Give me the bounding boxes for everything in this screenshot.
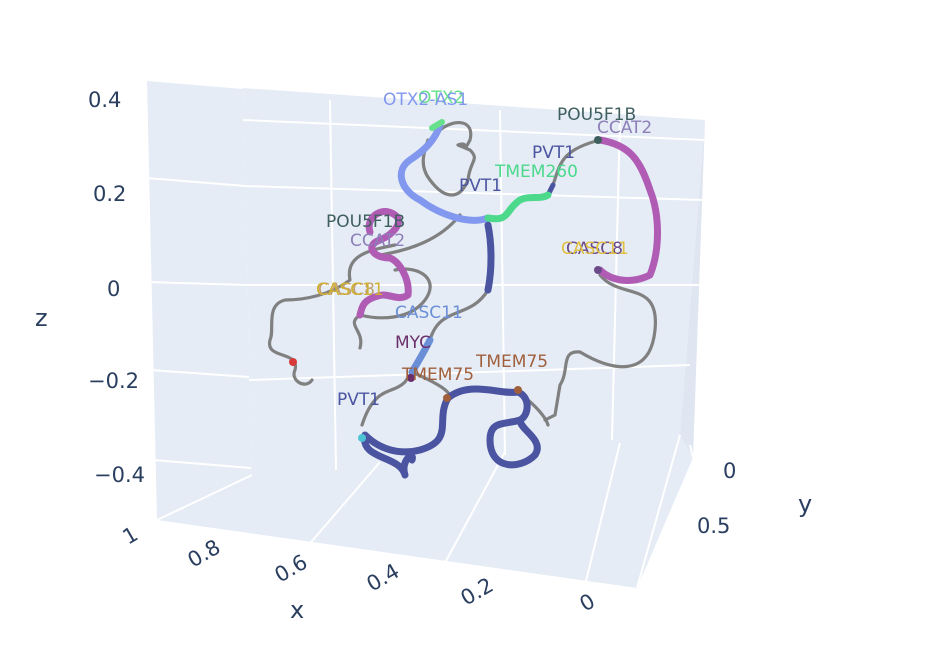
gene-label: CCAT2	[597, 118, 652, 138]
trace-segment	[268, 243, 397, 386]
trace-segment	[438, 121, 476, 182]
gene-label: POU5F1B	[326, 212, 405, 232]
grid-line	[156, 474, 253, 521]
back-wall-yz-plane	[147, 80, 252, 520]
trace-segment	[596, 136, 661, 284]
grid-line	[584, 442, 621, 586]
gene-marker	[594, 136, 602, 144]
grid-line	[499, 109, 506, 456]
gene-label: PVT1	[337, 390, 380, 410]
gene-label: CASC11	[395, 303, 463, 323]
z-tick-label: 0	[107, 277, 120, 301]
trace-segment	[378, 213, 462, 257]
grid-line	[689, 444, 694, 459]
trace-segment	[408, 336, 434, 376]
trace-segment	[352, 267, 432, 350]
trace-segment	[543, 273, 657, 422]
z-axis-title: z	[35, 304, 48, 332]
grid-line	[242, 119, 706, 141]
trace-segment	[484, 221, 495, 294]
trace-segment	[397, 121, 492, 224]
trace-segment	[484, 191, 552, 223]
z-tick-label: −0.4	[94, 463, 145, 487]
trace-segment	[360, 370, 414, 427]
trace-segment	[356, 208, 412, 319]
x-tick-label: 0.6	[271, 550, 312, 587]
gene-label: CASC8	[318, 280, 375, 300]
gene-label: OTX2	[418, 88, 464, 108]
grid-line	[299, 461, 381, 556]
x-tick-label: 0.8	[184, 535, 225, 572]
gene-marker	[443, 394, 451, 402]
gene-marker	[514, 386, 522, 394]
y-tick-label: 0	[723, 459, 736, 483]
gene-label: CASC11	[316, 280, 384, 300]
gene-label: CASC8	[566, 239, 623, 259]
gene-labels: OTX2OTX2-AS1POU5F1BCCAT2PVT1TMEM260PVT1C…	[316, 88, 652, 410]
z-tick-label: −0.2	[88, 369, 139, 393]
x-tick-label: 0.4	[363, 559, 404, 596]
gene-label: MYC	[395, 333, 431, 353]
trace-segment	[361, 394, 452, 479]
trace-segment	[429, 119, 445, 131]
grid-line	[152, 459, 252, 469]
trace-segment	[428, 288, 490, 342]
z-tick-label: 0.2	[93, 182, 126, 206]
gene-label: CASC11	[561, 239, 629, 259]
x-tick-label: 0.2	[457, 573, 498, 610]
gene-label: PVT1	[459, 176, 502, 196]
z-tick-label: 0.4	[88, 88, 121, 112]
gene-label: CCAT2	[350, 231, 405, 251]
chromatin-backbone-traces	[268, 119, 661, 479]
gene-label: TMEM260	[494, 162, 578, 182]
axis-titles: x y z	[35, 304, 812, 624]
grid-line	[149, 369, 250, 378]
right-wall-plane	[680, 120, 705, 458]
y-tick-label: 0.5	[697, 514, 730, 538]
grid-line	[329, 99, 337, 471]
x-tick-label: 0	[576, 589, 600, 616]
x-axis-title: x	[290, 596, 304, 624]
grid-line	[146, 281, 248, 286]
trace-segment	[444, 385, 541, 469]
gene-marker	[289, 358, 297, 366]
floor-plane	[157, 435, 693, 588]
gene-label: PVT1	[532, 143, 575, 163]
gene-marker	[594, 266, 602, 274]
gene-label: OTX2-AS1	[383, 90, 468, 110]
gene-marker	[358, 434, 366, 442]
grid-line	[439, 451, 506, 573]
grid-line	[146, 177, 246, 187]
x-tick-label: 1	[119, 522, 143, 549]
gene-label: TMEM75	[475, 352, 548, 372]
gene-marker	[407, 374, 415, 382]
grid-line	[146, 79, 244, 89]
grid-line	[243, 185, 704, 201]
gene-label: TMEM75	[401, 365, 474, 385]
trace-segment	[551, 138, 602, 187]
grid-line	[636, 434, 681, 589]
back-wall-xz-plane	[243, 88, 705, 475]
y-axis-title: y	[798, 490, 812, 518]
gene-label: POU5F1B	[557, 105, 636, 125]
